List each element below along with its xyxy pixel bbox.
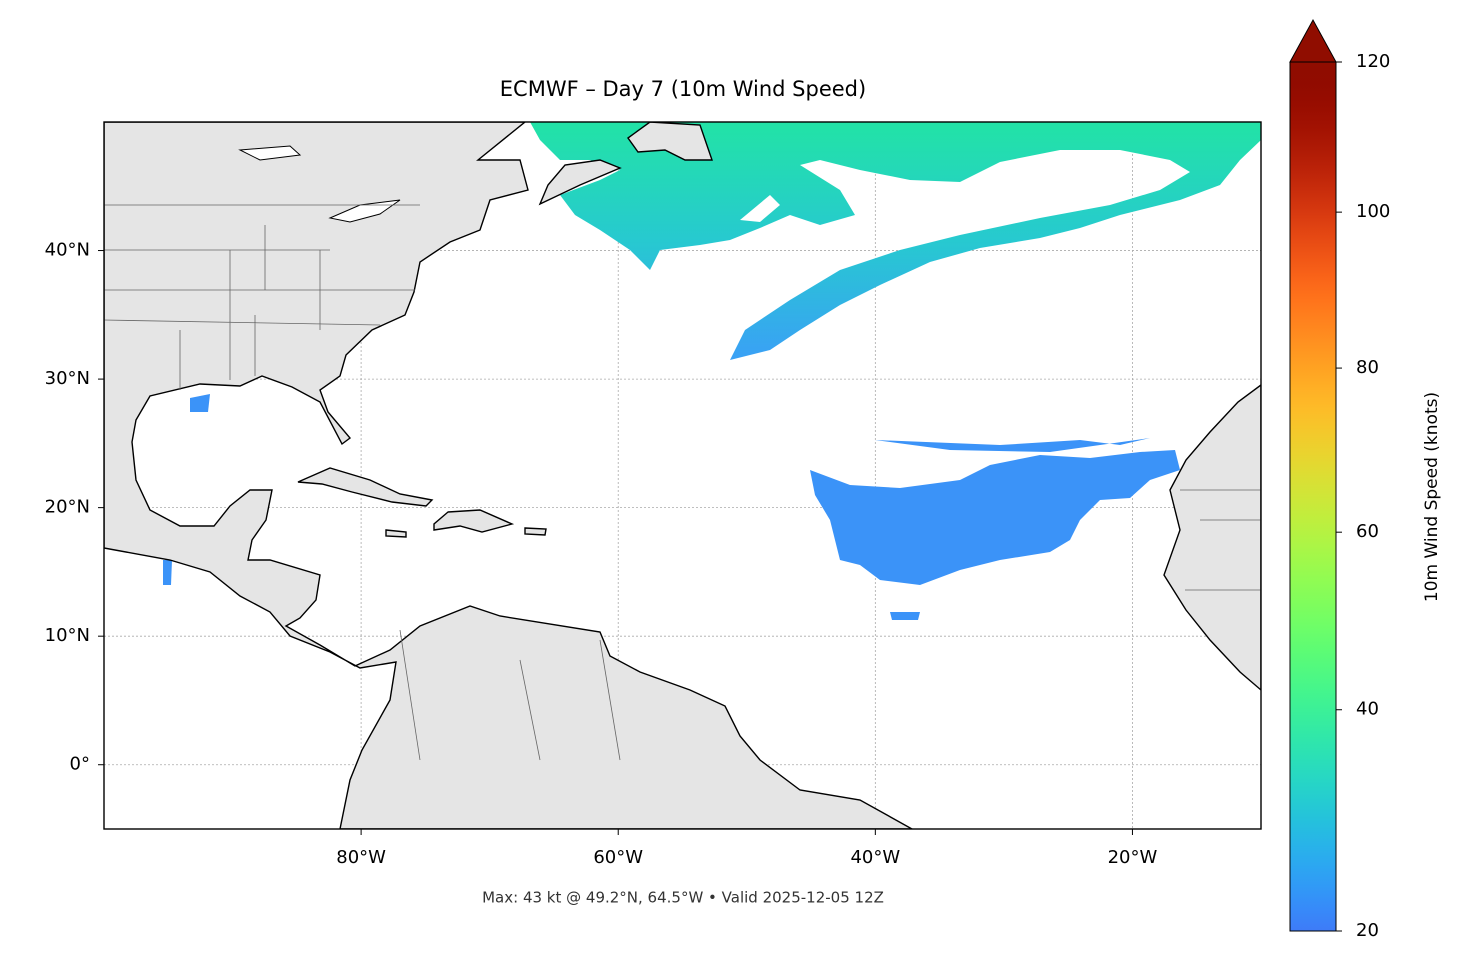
x-tick-label: 40°W (850, 847, 900, 868)
x-tick-label: 80°W (336, 847, 386, 868)
lake (328, 199, 401, 223)
y-tick-label: 20°N (45, 497, 90, 518)
wind-swath (810, 450, 1180, 585)
land-hispaniola (433, 509, 515, 533)
map-frame (103, 121, 1262, 830)
x-tick-label: 60°W (593, 847, 643, 868)
wind-swath (530, 122, 1261, 360)
wind-swath (875, 438, 1150, 452)
colorbar: 20 40 60 80 100 120 (1289, 18, 1390, 941)
colorbar-tick-label: 60 (1356, 521, 1379, 542)
colorbar-tick-label: 40 (1356, 699, 1379, 720)
land-jamaica (385, 529, 407, 538)
y-tick-label: 0° (70, 754, 90, 775)
lake (238, 145, 302, 161)
colorbar-extend (1289, 18, 1337, 63)
y-tick-label: 40°N (45, 240, 90, 261)
colorbar-frame (1289, 61, 1337, 932)
wind-swath-gap (740, 195, 780, 222)
wind-swath (890, 612, 920, 620)
colorbar-gradient (1290, 62, 1336, 931)
land-africa (1163, 384, 1261, 691)
wind-swath (163, 560, 172, 585)
wind-swath (190, 394, 210, 412)
colorbar-label: 10m Wind Speed (knots) (1422, 392, 1442, 602)
land-americas (104, 122, 914, 829)
land-nova-scotia (538, 159, 622, 206)
y-tick-label: 30°N (45, 368, 90, 389)
land-cuba (297, 467, 434, 507)
x-tick-label: 20°W (1108, 847, 1158, 868)
y-tick-label: 10°N (45, 625, 90, 646)
footnote: Max: 43 kt @ 49.2°N, 64.5°W • Valid 2025… (482, 889, 884, 907)
colorbar-tick-label: 20 (1356, 920, 1379, 941)
colorbar-tick-label: 80 (1356, 357, 1379, 378)
border (104, 204, 1261, 761)
colorbar-tick-label: 100 (1356, 201, 1390, 222)
colorbar-tick-label: 120 (1356, 51, 1390, 72)
map-layer (104, 122, 1261, 829)
chart-title: ECMWF – Day 7 (10m Wind Speed) (500, 77, 866, 101)
land-puerto-rico (524, 527, 547, 536)
